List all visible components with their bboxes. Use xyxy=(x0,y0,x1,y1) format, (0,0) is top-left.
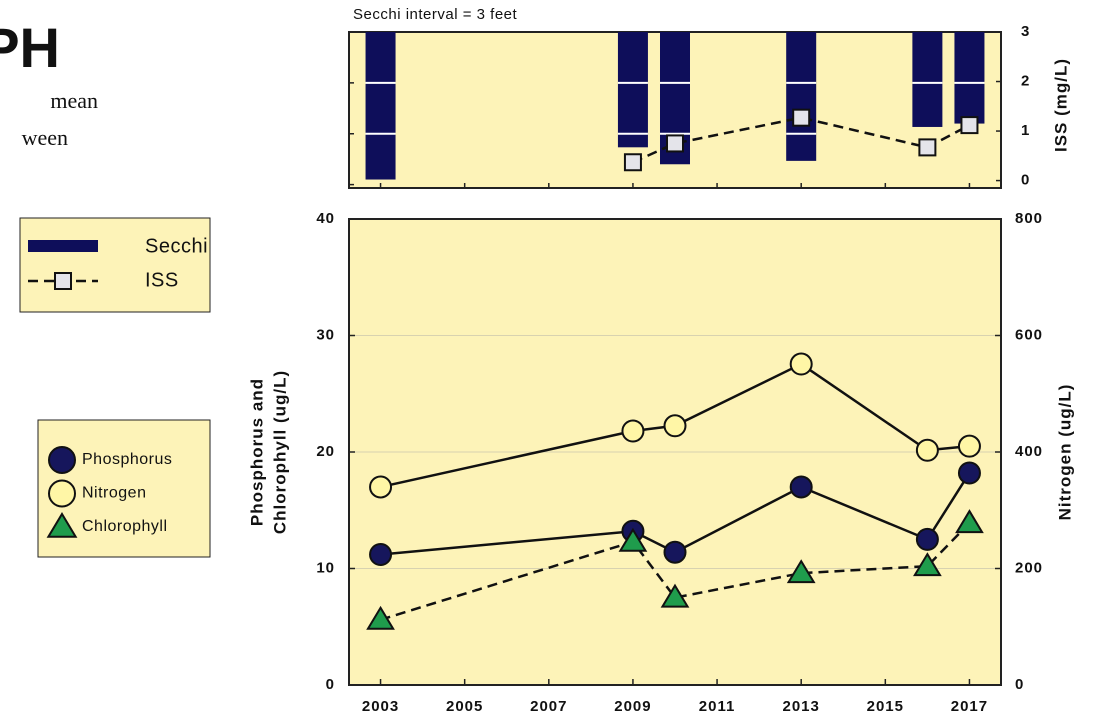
legend-box xyxy=(19,217,211,313)
legend-swatch xyxy=(48,479,76,508)
series-marker xyxy=(955,509,984,534)
series-marker xyxy=(369,475,393,499)
y-axis-label: Chlorophyll (ug/L) xyxy=(270,370,289,534)
series-marker xyxy=(621,419,645,443)
y-tick-label: 30 xyxy=(316,326,335,343)
y2-axis-label: Nitrogen (ug/L) xyxy=(1055,384,1074,521)
iss-marker xyxy=(666,134,684,153)
x-tick-label: 2009 xyxy=(614,698,651,715)
series-marker xyxy=(369,543,393,567)
y2-tick-label: 400 xyxy=(1015,443,1043,460)
legend-label: Nitrogen xyxy=(82,485,146,502)
series-marker xyxy=(915,438,939,462)
legend-label: ISS xyxy=(145,269,179,291)
y-tick-label: 0 xyxy=(326,676,335,693)
y2-tick-label: 1 xyxy=(1021,122,1030,139)
series-line xyxy=(380,522,971,621)
series-marker xyxy=(786,559,816,584)
x-tick-label: 2003 xyxy=(362,698,399,715)
y2-axis-label: ISS (mg/L) xyxy=(1051,58,1070,152)
legend-label: Chlorophyll xyxy=(82,518,168,535)
y2-tick-label: 0 xyxy=(1021,172,1030,189)
series-marker xyxy=(789,352,813,376)
secchi-bar xyxy=(617,32,648,148)
y2-tick-label: 200 xyxy=(1015,559,1043,576)
header-line: ween xyxy=(22,125,68,150)
y-tick-label: 10 xyxy=(316,559,335,576)
series-marker xyxy=(366,605,395,630)
legend-label: Secchi xyxy=(145,235,208,257)
legend-swatch xyxy=(28,240,98,252)
series-marker xyxy=(618,527,648,552)
x-tick-label: 2017 xyxy=(951,698,988,715)
secchi-bar xyxy=(954,32,985,124)
series-marker xyxy=(663,540,687,564)
x-tick-label: 2011 xyxy=(699,698,736,715)
y-axis-label: Phosphorus and xyxy=(247,378,266,526)
y2-tick-label: 3 xyxy=(1021,23,1030,40)
iss-marker xyxy=(792,108,811,127)
iss-line xyxy=(632,116,971,164)
series-marker xyxy=(660,583,690,608)
series-marker xyxy=(915,527,939,551)
iss-marker xyxy=(960,116,979,135)
series-marker xyxy=(957,461,981,485)
y2-tick-label: 600 xyxy=(1015,326,1043,343)
secchi-bar xyxy=(365,32,396,180)
series-marker xyxy=(957,434,981,458)
series-marker xyxy=(913,552,942,577)
legend-swatch xyxy=(54,272,72,290)
y2-tick-label: 800 xyxy=(1015,210,1043,227)
x-tick-label: 2005 xyxy=(446,698,483,715)
legend-swatch xyxy=(46,512,78,538)
legend-swatch xyxy=(48,446,76,474)
iss-marker xyxy=(623,153,642,172)
annotation: Secchi interval = 3 feet xyxy=(353,6,518,23)
page-title: PH xyxy=(0,16,60,79)
y2-tick-label: 0 xyxy=(1015,676,1024,693)
legend-label: Phosphorus xyxy=(82,451,172,468)
y2-tick-label: 2 xyxy=(1021,72,1030,89)
y-tick-label: 40 xyxy=(316,210,335,227)
header-line: mean xyxy=(50,88,98,113)
y-tick-label: 20 xyxy=(316,443,335,460)
x-tick-label: 2015 xyxy=(867,698,904,715)
secchi-bar xyxy=(912,32,943,127)
iss-marker xyxy=(918,138,937,157)
secchi-bar xyxy=(786,32,817,161)
series-line xyxy=(380,472,971,556)
series-marker xyxy=(663,414,687,438)
series-marker xyxy=(789,475,813,499)
x-tick-label: 2007 xyxy=(530,698,567,715)
x-tick-label: 2013 xyxy=(783,698,820,715)
